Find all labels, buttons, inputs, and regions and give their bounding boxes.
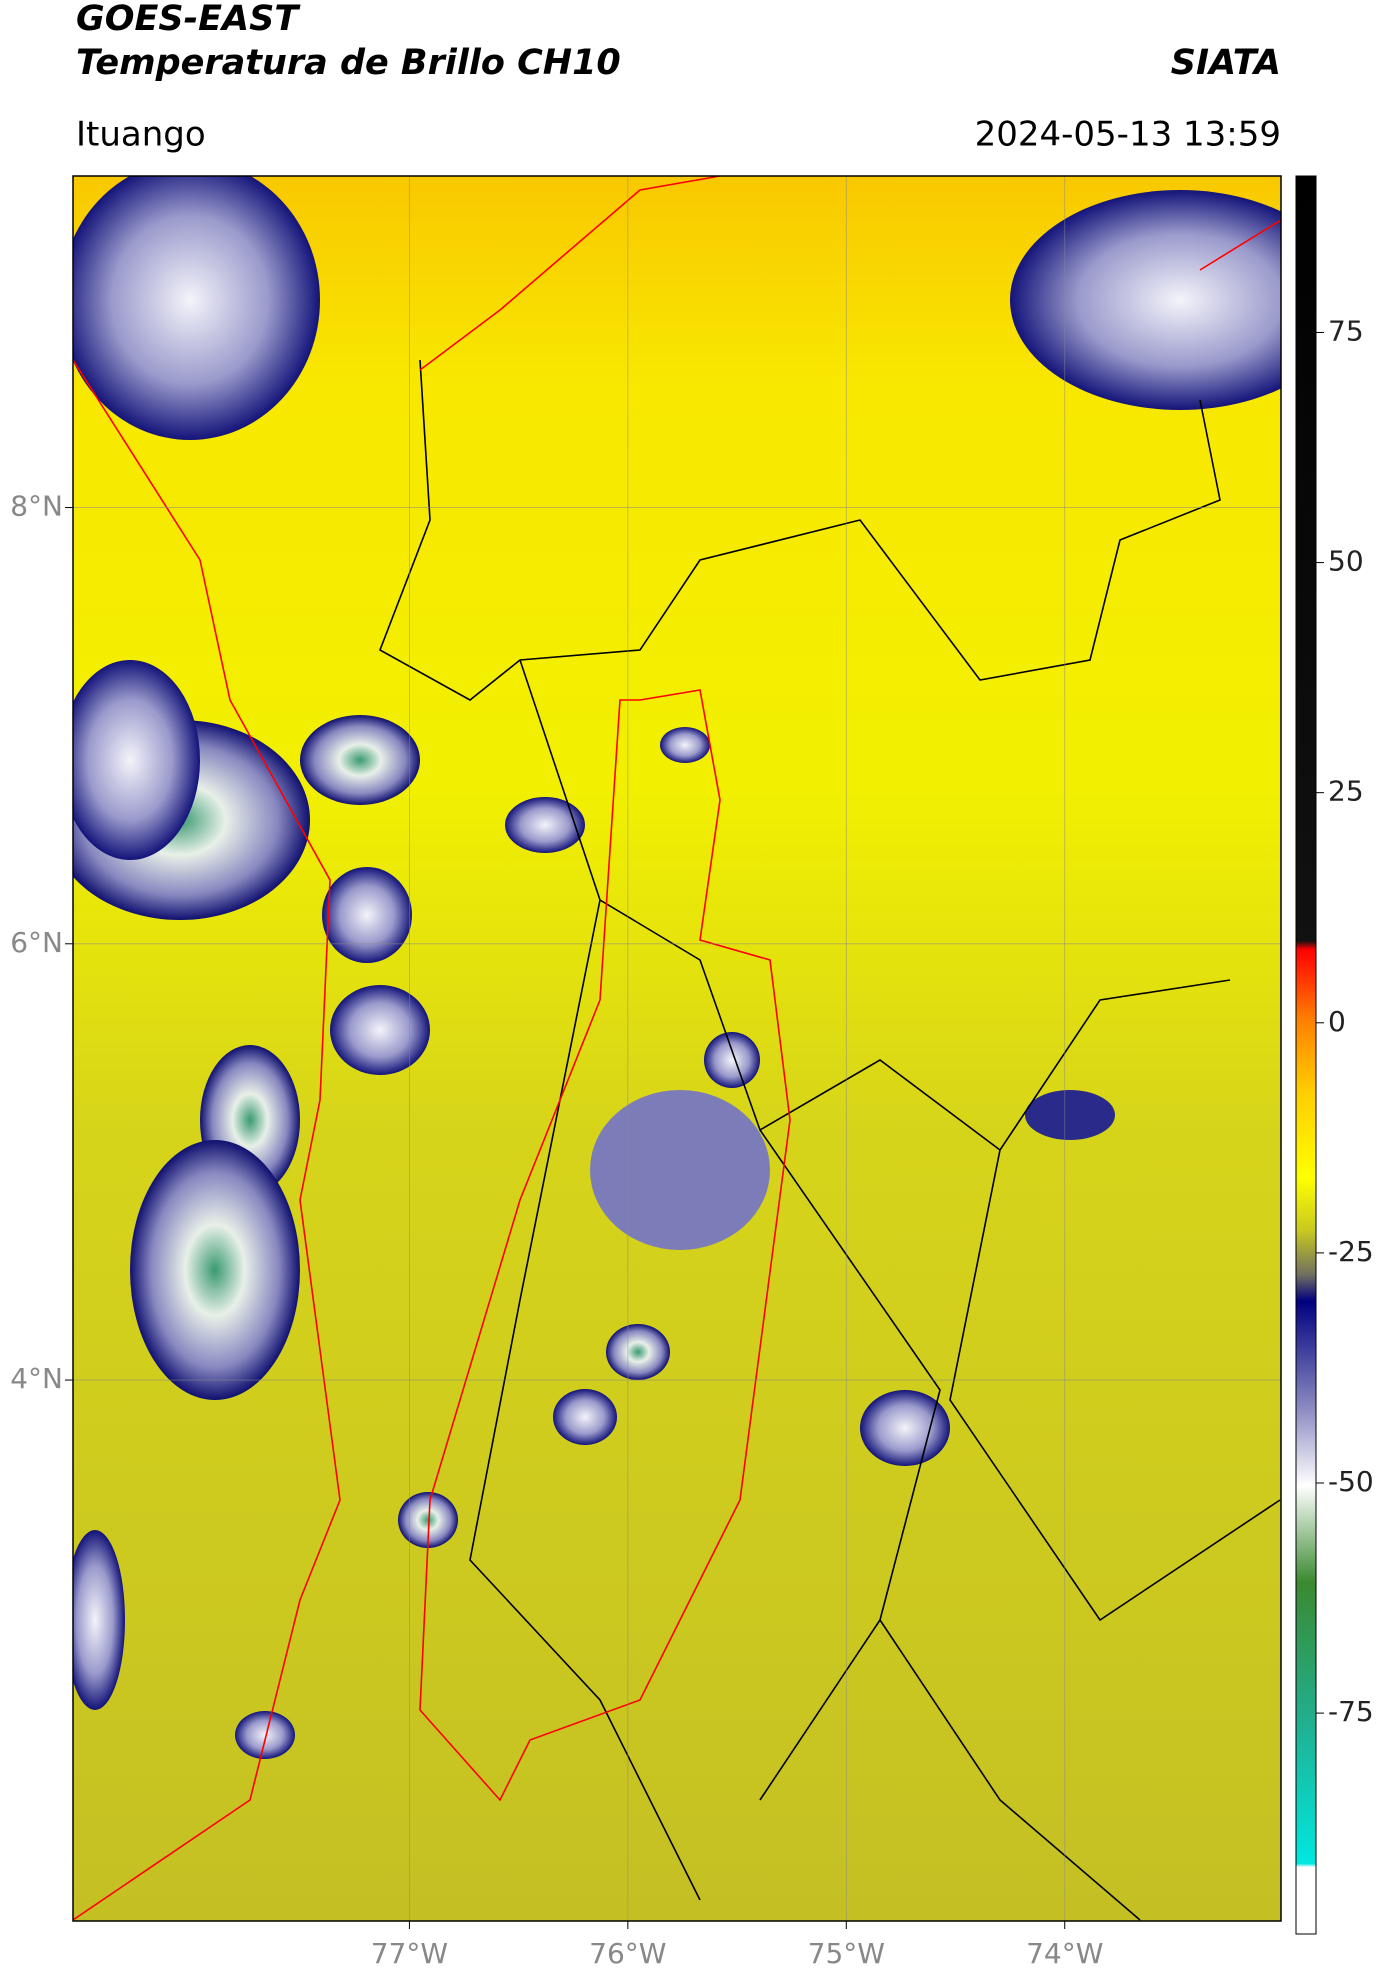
admin-borders <box>379 359 1281 1921</box>
location: Ituango <box>76 115 206 155</box>
colorbar-label: 0 <box>1328 1005 1346 1038</box>
colorbar-label: -50 <box>1328 1465 1374 1498</box>
colorbar-label: -25 <box>1328 1235 1374 1268</box>
colorbar-label: 25 <box>1328 775 1364 808</box>
grid <box>73 176 1281 1921</box>
x-tick-label: 75°W <box>808 1937 885 1970</box>
y-tick-label: 4°N <box>10 1362 63 1395</box>
cloud <box>398 1492 458 1548</box>
cloud <box>235 1711 295 1759</box>
cloud <box>300 715 420 805</box>
map-imagery <box>73 176 1281 1921</box>
cloud <box>505 797 585 853</box>
red-borders <box>73 176 1281 1921</box>
cloud <box>322 867 412 963</box>
cloud <box>606 1324 670 1380</box>
cloud <box>1025 1090 1115 1140</box>
x-tick-label: 76°W <box>589 1937 666 1970</box>
cloud <box>660 727 710 763</box>
cloud <box>553 1389 617 1445</box>
cloud <box>860 1390 950 1466</box>
title: GOES-EAST <box>76 0 301 39</box>
cloud <box>73 1530 125 1710</box>
x-tick-label: 77°W <box>371 1937 448 1970</box>
cloud <box>590 1090 770 1250</box>
cloud <box>73 176 320 440</box>
cloud <box>73 660 200 860</box>
cloud <box>1010 190 1281 410</box>
subtitle: Temperatura de Brillo CH10 <box>76 43 621 83</box>
cloud <box>330 985 430 1075</box>
colorbar-label: 75 <box>1328 314 1364 347</box>
cloud <box>704 1032 760 1088</box>
timestamp: 2024-05-13 13:59 <box>975 115 1281 155</box>
colorbar <box>1295 175 1317 1935</box>
colorbar-label: 50 <box>1328 545 1364 578</box>
colorbar-label: -75 <box>1328 1695 1374 1728</box>
brand: SIATA <box>1171 43 1281 83</box>
x-tick-label: 74°W <box>1026 1937 1103 1970</box>
map-background <box>73 176 1281 1921</box>
cloud <box>130 1140 300 1400</box>
y-tick-label: 8°N <box>10 490 63 523</box>
map-frame <box>72 175 1282 1922</box>
y-tick-label: 6°N <box>10 926 63 959</box>
